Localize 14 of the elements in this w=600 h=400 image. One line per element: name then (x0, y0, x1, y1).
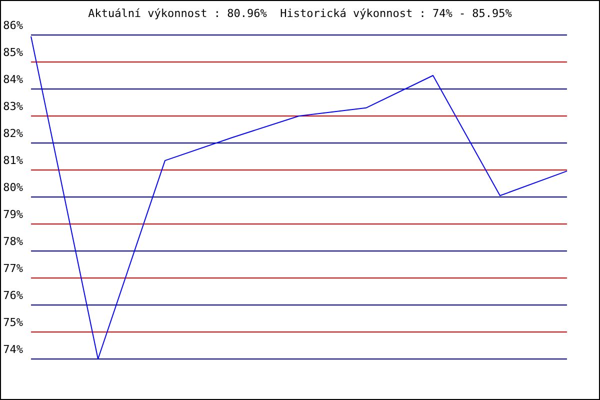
y-tick-label: 83% (3, 100, 24, 113)
y-tick-label: 77% (3, 262, 24, 275)
y-tick-label: 80% (3, 181, 24, 194)
y-tick-label: 76% (3, 289, 24, 302)
y-tick-label: 74% (3, 343, 24, 356)
chart-title: Aktuální výkonnost : 80.96% Historická výkonnost : 74% - 85.95% (87, 7, 513, 20)
y-tick-label: 82% (3, 127, 24, 140)
y-tick-label: 84% (3, 73, 24, 86)
y-tick-label: 79% (3, 208, 24, 221)
y-tick-label: 85% (3, 46, 24, 59)
y-tick-label: 81% (3, 154, 24, 167)
y-tick-label: 78% (3, 235, 24, 248)
y-tick-label: 86% (3, 19, 24, 32)
y-tick-label: 75% (3, 316, 24, 329)
